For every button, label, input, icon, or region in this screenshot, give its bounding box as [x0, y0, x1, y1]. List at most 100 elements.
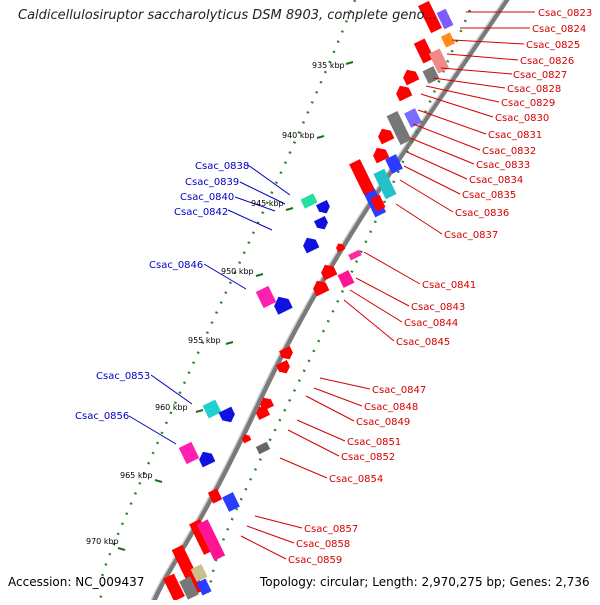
gene-feature-0827[interactable]	[428, 48, 450, 74]
label-connector-line	[305, 395, 355, 422]
kbp-tick-mark	[117, 547, 126, 551]
gene-feature-0844[interactable]	[337, 270, 355, 288]
gene-label[interactable]: Csac_0845	[396, 337, 450, 348]
gene-feature-0835[interactable]	[385, 154, 403, 174]
kbp-tick-label: 935 kbp	[312, 61, 345, 70]
gene-arrow-0851[interactable]	[254, 404, 271, 421]
gene-feature-0863[interactable]	[163, 573, 185, 602]
gene-arrow-0829[interactable]	[401, 67, 420, 86]
gene-label[interactable]: Csac_0843	[411, 302, 465, 313]
gene-feature-0824[interactable]	[436, 8, 454, 30]
genome-title: Caldicellulosiruptor saccharolyticus DSM…	[18, 8, 437, 23]
gene-label[interactable]: Csac_0832	[482, 146, 536, 157]
gene-feature-0828[interactable]	[422, 66, 440, 84]
gene-label[interactable]: Csac_0838	[195, 161, 249, 172]
gene-feature-0857[interactable]	[222, 492, 240, 512]
kbp-tick-mark	[285, 207, 294, 211]
gene-arrow-0842[interactable]	[301, 235, 320, 254]
gene-label[interactable]: Csac_0842	[174, 207, 228, 218]
gene-feature-0826[interactable]	[440, 32, 456, 48]
gene-arrow-0833[interactable]	[376, 126, 395, 145]
label-connector-line	[432, 77, 506, 89]
gene-arrow-0856b[interactable]	[197, 449, 216, 468]
gene-label[interactable]: Csac_0859	[288, 555, 342, 566]
gene-feature-0856[interactable]	[178, 441, 200, 465]
gene-arrow-0848[interactable]	[275, 359, 292, 376]
label-connector-line	[406, 151, 468, 180]
gene-label[interactable]: Csac_0858	[296, 539, 350, 550]
gene-label[interactable]: Csac_0857	[304, 524, 358, 535]
gene-label[interactable]: Csac_0844	[404, 318, 458, 329]
gene-feature-0846[interactable]	[255, 285, 277, 309]
gene-feature-0834b[interactable]	[349, 159, 375, 195]
gene-label[interactable]: Csac_0834	[469, 175, 523, 186]
gene-label[interactable]: Csac_0837	[444, 230, 498, 241]
gene-label[interactable]: Csac_0833	[476, 160, 530, 171]
gene-feature-0854[interactable]	[255, 441, 271, 455]
gene-arrow-0853b[interactable]	[218, 406, 238, 426]
gene-label[interactable]: Csac_0826	[520, 56, 574, 67]
gene-label[interactable]: Csac_0825	[526, 40, 580, 51]
gene-label[interactable]: Csac_0824	[532, 24, 586, 35]
gene-arrow-0841[interactable]	[335, 242, 346, 253]
kbp-tick-label: 955 kbp	[188, 336, 221, 345]
gene-feature-0859[interactable]	[196, 519, 226, 561]
gene-label[interactable]: Csac_0827	[513, 70, 567, 81]
gene-label[interactable]: Csac_0835	[462, 190, 516, 201]
gene-label[interactable]: Csac_0851	[347, 437, 401, 448]
gene-label[interactable]: Csac_0849	[356, 417, 410, 428]
reverse-gene-labels: Csac_0838 Csac_0839 Csac_0840 Csac_0842 …	[75, 161, 249, 422]
gene-label[interactable]: Csac_0836	[455, 208, 509, 219]
gene-label[interactable]: Csac_0841	[422, 280, 476, 291]
gene-feature-0836[interactable]	[373, 168, 397, 200]
gene-label[interactable]: Csac_0839	[185, 177, 239, 188]
gene-arrow-0842b[interactable]	[313, 215, 330, 232]
gene-label[interactable]: Csac_0846	[149, 260, 203, 271]
gene-label[interactable]: Csac_0831	[488, 130, 542, 141]
gene-label[interactable]: Csac_0854	[329, 474, 383, 485]
gene-feature-0836b[interactable]	[370, 194, 386, 212]
gene-arrow-0840[interactable]	[315, 199, 332, 216]
gene-label[interactable]: Csac_0829	[501, 98, 555, 109]
gene-feature-0838[interactable]	[300, 193, 318, 209]
label-connector-line	[412, 123, 481, 151]
gene-feature-0832[interactable]	[386, 110, 412, 146]
gene-feature-0862[interactable]	[179, 576, 199, 600]
gene-arrow-0846b[interactable]	[271, 293, 293, 315]
gene-label[interactable]: Csac_0847	[372, 385, 426, 396]
gene-feature-0860[interactable]	[171, 544, 205, 596]
gene-feature-0861[interactable]	[190, 564, 208, 582]
gene-feature-0831[interactable]	[404, 108, 422, 128]
gene-arrow-0834[interactable]	[371, 145, 390, 164]
gene-label[interactable]: Csac_0823	[538, 8, 592, 19]
gene-label[interactable]: Csac_0853	[96, 371, 150, 382]
gene-feature-0856b[interactable]	[207, 488, 223, 504]
gene-feature-0841b[interactable]	[348, 249, 362, 261]
gene-feature-0823[interactable]	[418, 0, 442, 34]
gene-label[interactable]: Csac_0848	[364, 402, 418, 413]
label-connector-line	[451, 39, 525, 45]
gene-arrow-0843[interactable]	[319, 262, 338, 281]
gene-label[interactable]: Csac_0856	[75, 411, 129, 422]
topology-text: Topology: circular; Length: 2,970,275 bp…	[260, 575, 590, 589]
gene-arrow-0845[interactable]	[311, 278, 330, 297]
gene-label[interactable]: Csac_0852	[341, 452, 395, 463]
kbp-tick-mark	[255, 273, 264, 277]
label-connector-line	[363, 251, 421, 285]
label-connector-line	[395, 203, 443, 235]
gene-feature-0864[interactable]	[196, 578, 212, 596]
gene-feature-0853[interactable]	[202, 399, 222, 419]
gene-arrow-0847[interactable]	[278, 345, 295, 362]
label-connector-line	[349, 289, 403, 323]
gene-arrow-0830[interactable]	[394, 83, 413, 102]
kbp-tick-label: 965 kbp	[120, 471, 153, 480]
kbp-tick-label: 950 kbp	[221, 267, 254, 276]
gene-arrow-0852[interactable]	[241, 433, 252, 444]
gene-label[interactable]: Csac_0828	[507, 84, 561, 95]
kbp-tick-label: 940 kbp	[282, 131, 315, 140]
gene-label[interactable]: Csac_0840	[180, 192, 234, 203]
gene-feature-0825[interactable]	[413, 38, 435, 64]
gene-label[interactable]: Csac_0830	[495, 113, 549, 124]
kbp-tick-label: 970 kbp	[86, 537, 119, 546]
